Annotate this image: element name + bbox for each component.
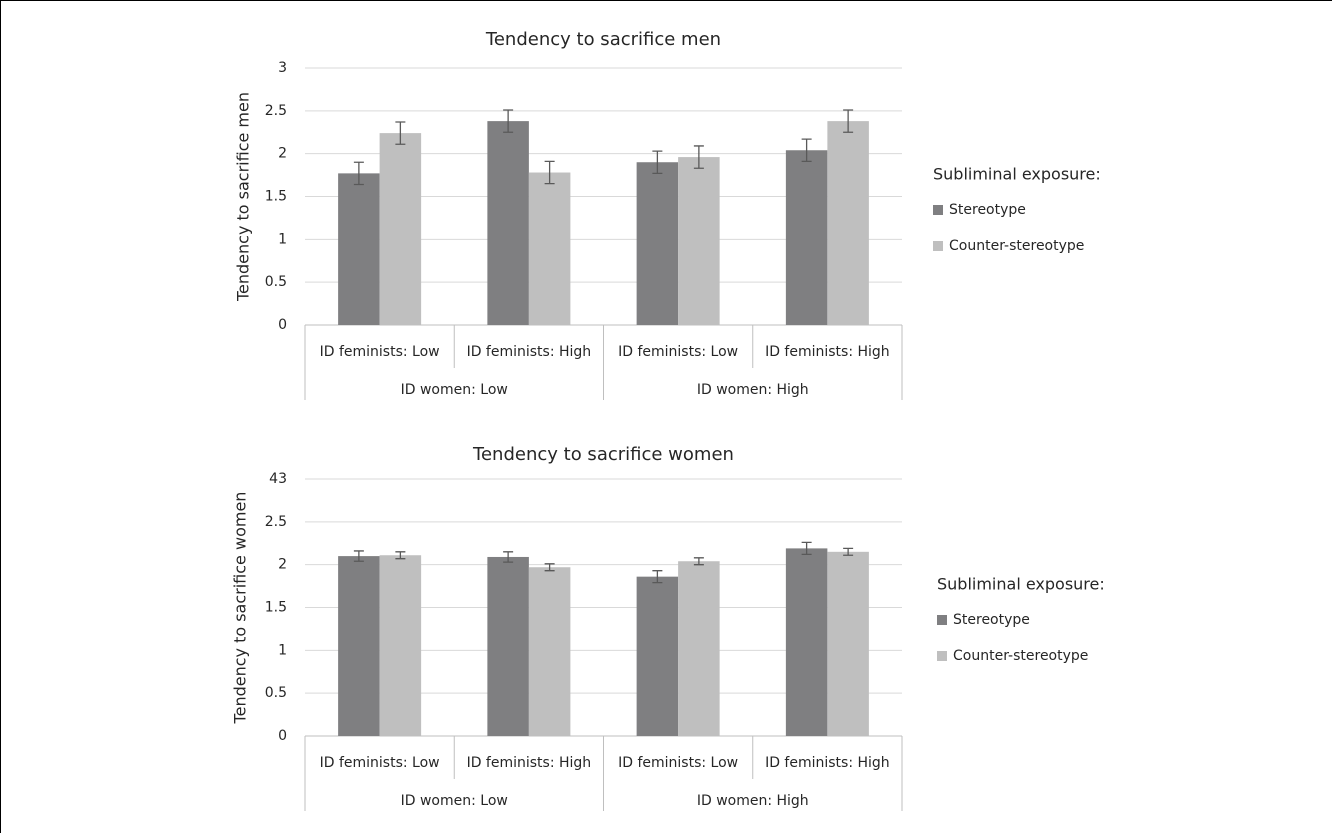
bar [528, 172, 571, 325]
bar [827, 121, 869, 325]
legend-label: Counter-stereotype [953, 648, 1088, 664]
y-tick-label: 1.5 [265, 600, 287, 616]
x-tick-label: ID feminists: High [765, 755, 890, 771]
y-tick-label: 0.5 [265, 274, 287, 290]
bar [487, 121, 529, 325]
error-bar [652, 570, 663, 584]
group-label: ID women: High [697, 382, 809, 398]
bar [487, 556, 529, 736]
bar [785, 548, 828, 736]
y-tick-label: 2.5 [265, 514, 287, 530]
error-bar [544, 563, 555, 572]
y-tick-label: 2 [278, 146, 287, 162]
y-tick-label: 2.5 [265, 103, 287, 119]
x-tick-label: ID feminists: High [467, 755, 592, 771]
x-tick-label: ID feminists: High [467, 344, 592, 360]
legend-label: Stereotype [949, 202, 1026, 218]
error-bar [503, 109, 514, 133]
error-bar [693, 557, 704, 566]
y-tick-label: 0.5 [265, 685, 287, 701]
x-tick-label: ID feminists: High [765, 344, 890, 360]
error-bar [353, 161, 364, 186]
bar [636, 162, 679, 325]
legend-label: Stereotype [953, 612, 1030, 628]
error-bar [843, 547, 854, 556]
chart-title: Tendency to sacrifice women [472, 444, 734, 465]
x-tick-label: ID feminists: Low [618, 344, 738, 360]
group-label: ID women: Low [401, 793, 508, 809]
chart-title: Tendency to sacrifice men [485, 29, 721, 50]
x-tick-label: ID feminists: Low [320, 755, 440, 771]
y-tick-label: 1 [278, 642, 287, 658]
bar [827, 551, 869, 736]
group-label: ID women: High [697, 793, 809, 809]
bar [528, 567, 571, 736]
y-axis-title: Tendency to sacrifice women [231, 492, 250, 725]
x-tick-label: ID feminists: Low [320, 344, 440, 360]
y-tick-label: 3 [278, 60, 287, 76]
legend-title: Subliminal exposure: [937, 575, 1105, 594]
error-bar [544, 160, 555, 185]
y-tick-label: 0 [278, 728, 287, 744]
error-bar [353, 550, 364, 562]
error-bar [652, 150, 663, 175]
error-bar [693, 145, 704, 169]
legend-swatch [937, 615, 947, 625]
y-tick-label: 43 [269, 471, 287, 487]
bar [636, 576, 679, 736]
bar [785, 150, 828, 325]
error-bar [395, 121, 406, 145]
bar [678, 157, 720, 325]
legend-swatch [933, 241, 943, 251]
bar [338, 173, 380, 325]
x-tick-label: ID feminists: Low [618, 755, 738, 771]
legend-swatch [933, 205, 943, 215]
legend-swatch [937, 651, 947, 661]
group-label: ID women: Low [401, 382, 508, 398]
y-tick-label: 0 [278, 317, 287, 333]
y-axis-title: Tendency to sacrifice men [234, 92, 253, 302]
error-bar [801, 541, 812, 556]
y-tick-label: 1 [278, 231, 287, 247]
legend-title: Subliminal exposure: [933, 165, 1101, 184]
error-bar [395, 551, 406, 560]
bar [678, 561, 720, 736]
legend-label: Counter-stereotype [949, 238, 1084, 254]
error-bar [843, 109, 854, 133]
y-tick-label: 1.5 [265, 189, 287, 205]
bar [379, 133, 422, 325]
error-bar [503, 551, 514, 563]
bar [338, 556, 380, 736]
bar [379, 555, 422, 736]
error-bar [801, 138, 812, 163]
y-tick-label: 2 [278, 557, 287, 573]
